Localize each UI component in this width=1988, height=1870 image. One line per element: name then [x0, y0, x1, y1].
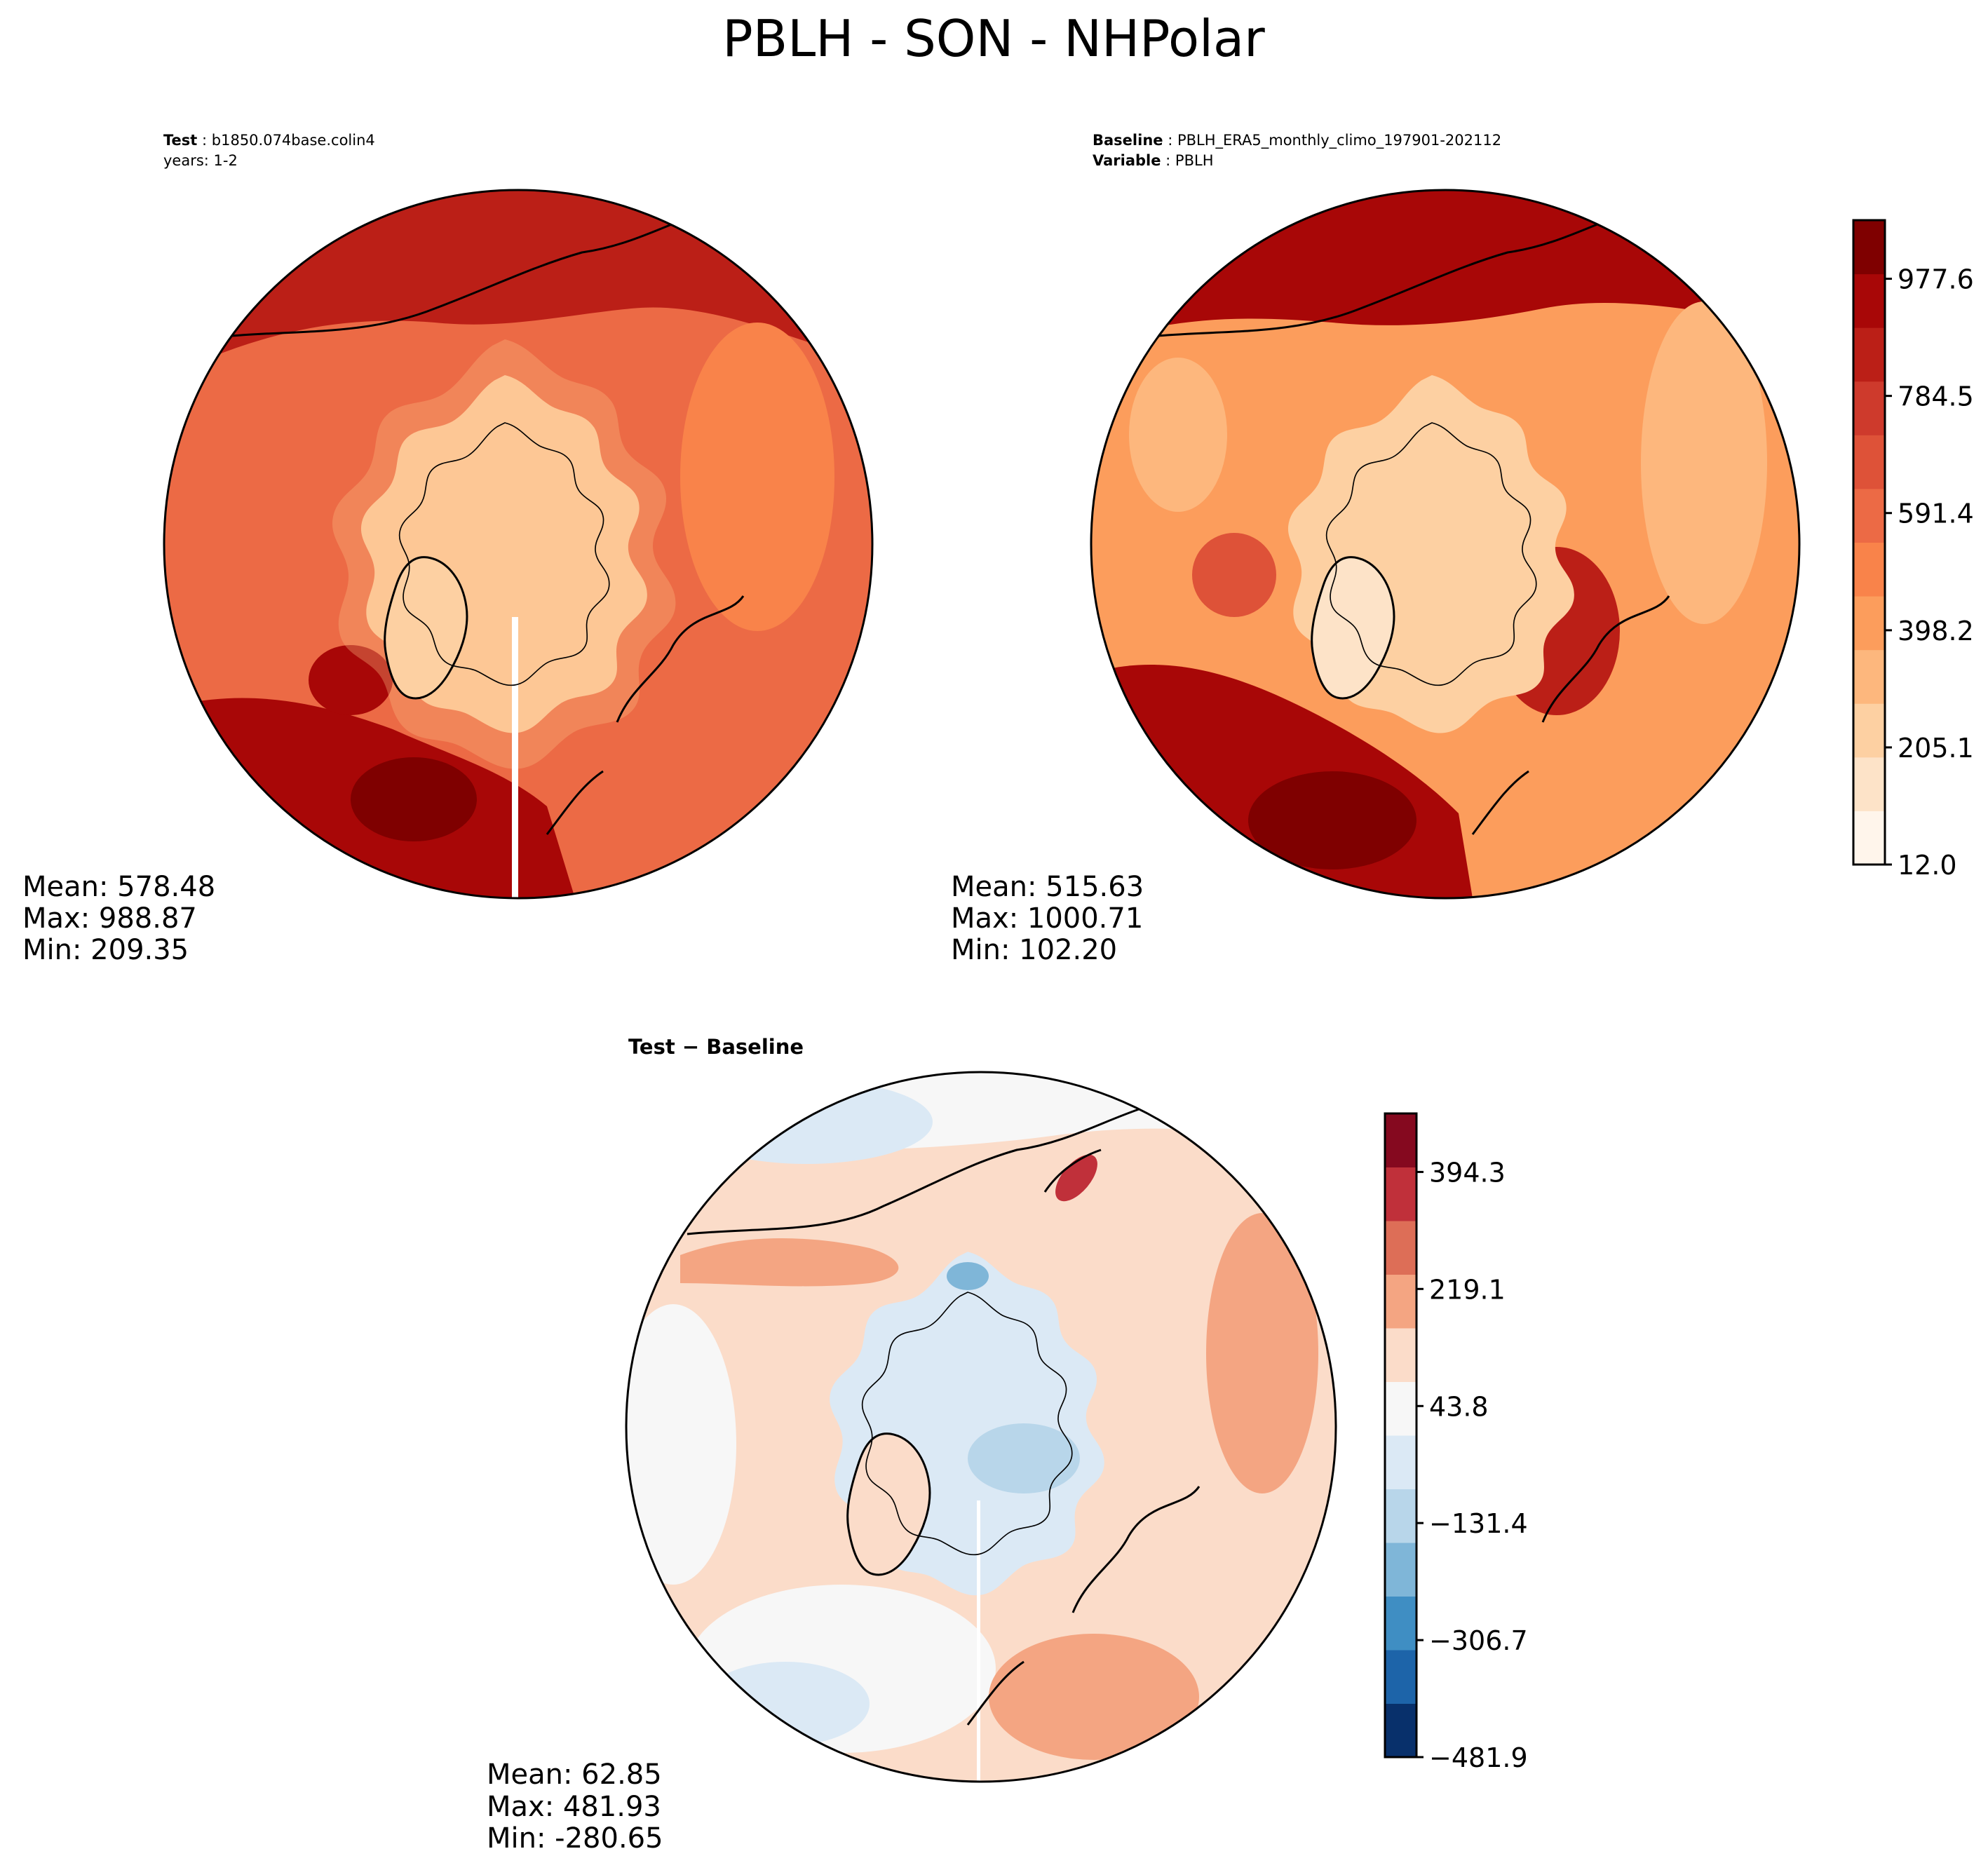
map-diff-kamchatka-red [1055, 1154, 1097, 1202]
panel-test-header-line1: Test : b1850.074base.colin4 [163, 132, 375, 149]
diff-colorbar-frame [1384, 1112, 1418, 1759]
panel-test-header-sep: : [197, 132, 211, 149]
pblh-colorbar-segment [1853, 811, 1885, 865]
pblh-colorbar-segment [1853, 220, 1885, 275]
pblh-colorbar-tick-label: 977.6 [1898, 264, 1974, 295]
diff-colorbar-segment [1385, 1435, 1416, 1489]
panel-test-min: Min: 209.35 [22, 934, 189, 966]
panel-diff-mean: Mean: 62.85 [487, 1759, 662, 1791]
diff-colorbar-segment [1385, 1167, 1416, 1221]
diff-colorbar-segment [1385, 1596, 1416, 1651]
diff-colorbar-segment [1385, 1703, 1416, 1758]
panel-diff-min: Min: -280.65 [487, 1822, 663, 1855]
pblh-colorbar-segment [1853, 273, 1885, 328]
map-test-coastlines [224, 209, 745, 835]
pblh-colorbar-segment [1853, 381, 1885, 435]
panel-diff-max: Max: 481.93 [487, 1791, 661, 1823]
panel-baseline-header-label2: Variable [1093, 152, 1161, 169]
map-diff-arctic-deep [968, 1423, 1080, 1493]
diff-colorbar-segment [1385, 1113, 1416, 1167]
panel-baseline-header-value: PBLH_ERA5_monthly_climo_197901-202112 [1177, 132, 1501, 149]
panel-test: Test : b1850.074base.colin4 years: 1-2 [22, 132, 874, 966]
diff-colorbar-segment [1385, 1328, 1416, 1382]
map-baseline-coastlines [1149, 209, 1670, 835]
diff-colorbar-segment [1385, 1543, 1416, 1597]
panel-baseline: Baseline : PBLH_ERA5_monthly_climo_19790… [951, 132, 1801, 966]
panel-test-mean: Mean: 578.48 [22, 871, 215, 903]
map-diff-boundary [625, 1071, 1337, 1783]
pblh-colorbar-tick-label: 784.5 [1898, 381, 1974, 412]
panel-baseline-header-line1: Baseline : PBLH_ERA5_monthly_climo_19790… [1093, 132, 1501, 149]
panel-baseline-header-value2: PBLH [1175, 152, 1214, 169]
diff-colorbar-segment [1385, 1650, 1416, 1704]
panel-diff: Test − Baseline [487, 1035, 1337, 1855]
pblh-colorbar-segment [1853, 488, 1885, 543]
pblh-colorbar-tick-label: 591.4 [1898, 499, 1974, 529]
map-diff-seam [977, 1500, 980, 1781]
map-diff-east-red [1206, 1213, 1318, 1493]
map-baseline-east-pale [1641, 301, 1767, 624]
pblh-colorbar-segment [1853, 542, 1885, 597]
pblh-colorbar-segment [1853, 703, 1885, 758]
pblh-colorbar-segment [1853, 327, 1885, 382]
map-diff-southeast-red [989, 1634, 1199, 1760]
map-diff-north-blue [680, 1080, 933, 1164]
pblh-colorbar-frame [1852, 219, 1886, 866]
map-diff-arctic-spot [947, 1262, 989, 1290]
panel-test-max: Max: 988.87 [22, 902, 197, 935]
panel-baseline-header-line2: Variable : PBLH [1093, 152, 1213, 169]
panel-test-header-label: Test [163, 132, 197, 149]
diff-colorbar-tick-label: −481.9 [1429, 1742, 1528, 1773]
map-baseline-boundary [1090, 189, 1801, 900]
map-baseline-west-blob [1192, 533, 1276, 617]
panel-baseline-header-label: Baseline [1093, 132, 1163, 149]
diff-colorbar-tick-label: −306.7 [1429, 1625, 1528, 1656]
map-test-east-band [680, 323, 834, 631]
map-diff-northwest-red [680, 1238, 899, 1287]
panel-diff-header: Test − Baseline [628, 1035, 804, 1059]
map-test-seam [512, 617, 518, 898]
map-test-high-blob [351, 757, 477, 841]
diff-colorbar-segment [1385, 1489, 1416, 1543]
map-diff [626, 1072, 1336, 1782]
map-baseline-high-blob [1248, 771, 1416, 869]
pblh-colorbar-tick-label: 205.1 [1898, 733, 1974, 764]
map-baseline-west-pale [1129, 358, 1227, 512]
map-diff-coastlines [687, 1106, 1201, 1726]
panel-baseline-min: Min: 102.20 [951, 934, 1117, 966]
pblh-colorbar-segment [1853, 757, 1885, 811]
map-diff-west-white [626, 1304, 736, 1585]
diff-colorbar-tick-label: −131.4 [1429, 1508, 1528, 1539]
diff-colorbar-tick-label: 43.8 [1429, 1391, 1489, 1422]
map-test-boundary [163, 189, 874, 900]
pblh-colorbar-tick-label: 12.0 [1898, 850, 1957, 881]
panel-baseline-header-sep: : [1163, 132, 1177, 149]
map-baseline [1091, 190, 1799, 898]
diff-colorbar-segment [1385, 1381, 1416, 1436]
panel-test-header-line2: years: 1-2 [163, 152, 238, 169]
diff-colorbar-tick-label: 394.3 [1429, 1157, 1506, 1188]
panel-baseline-max: Max: 1000.71 [951, 902, 1143, 935]
colorbar-pblh: 12.0 205.1 398.2 591.4 784.5 977.6 [1852, 219, 1974, 881]
pblh-colorbar-tick-label: 398.2 [1898, 616, 1974, 646]
pblh-colorbar-segment [1853, 435, 1885, 489]
diff-colorbar-tick-label: 219.1 [1429, 1274, 1506, 1305]
panel-baseline-mean: Mean: 515.63 [951, 871, 1144, 903]
diff-colorbar-segment [1385, 1221, 1416, 1275]
panel-test-header-value: b1850.074base.colin4 [212, 132, 375, 149]
panel-baseline-header-sep2: : [1161, 152, 1175, 169]
colorbar-diff: −481.9 −306.7 −131.4 43.8 219.1 394.3 [1384, 1112, 1528, 1773]
diff-colorbar-segment [1385, 1274, 1416, 1329]
figure-title: PBLH - SON - NHPolar [722, 9, 1265, 68]
pblh-colorbar-segment [1853, 596, 1885, 651]
pblh-colorbar-segment [1853, 649, 1885, 704]
